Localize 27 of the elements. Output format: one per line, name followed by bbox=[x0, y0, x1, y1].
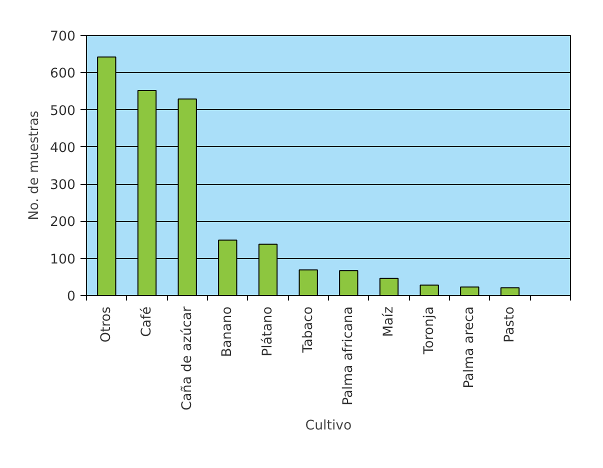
x-tick-label: Café bbox=[140, 306, 154, 337]
x-tick-label: Banano bbox=[220, 306, 236, 358]
y-tick-label: 700 bbox=[50, 30, 76, 44]
y-tick-label: 300 bbox=[50, 178, 76, 194]
x-tick-label: Toronja bbox=[422, 306, 437, 356]
y-tick-label: 200 bbox=[50, 215, 76, 230]
y-tick-label: 400 bbox=[50, 140, 76, 156]
x-tick-label: Plátano bbox=[260, 306, 276, 356]
x-axis-title: Cultivo bbox=[305, 418, 352, 434]
bar bbox=[298, 269, 318, 296]
y-tick-label: 100 bbox=[50, 252, 76, 268]
y-tick-label: 500 bbox=[50, 104, 76, 119]
bar bbox=[379, 278, 399, 296]
bar bbox=[460, 286, 480, 296]
y-tick-label: 0 bbox=[67, 290, 76, 304]
x-tick-label: Caña de azúcar bbox=[180, 306, 195, 410]
bar bbox=[339, 270, 358, 296]
x-tick-label: Palma areca bbox=[462, 306, 478, 388]
x-tick-label: Pasto bbox=[502, 306, 518, 342]
x-tick-label: Maíz bbox=[382, 306, 396, 337]
bar bbox=[500, 287, 520, 296]
x-tick-label: Tabaco bbox=[300, 306, 316, 354]
bar bbox=[420, 284, 439, 296]
x-tick-label: Otros bbox=[99, 306, 114, 342]
y-tick-label: 600 bbox=[50, 66, 76, 82]
x-tick-label: Palma africana bbox=[341, 306, 356, 406]
y-axis-title: No. de muestras bbox=[27, 110, 42, 220]
